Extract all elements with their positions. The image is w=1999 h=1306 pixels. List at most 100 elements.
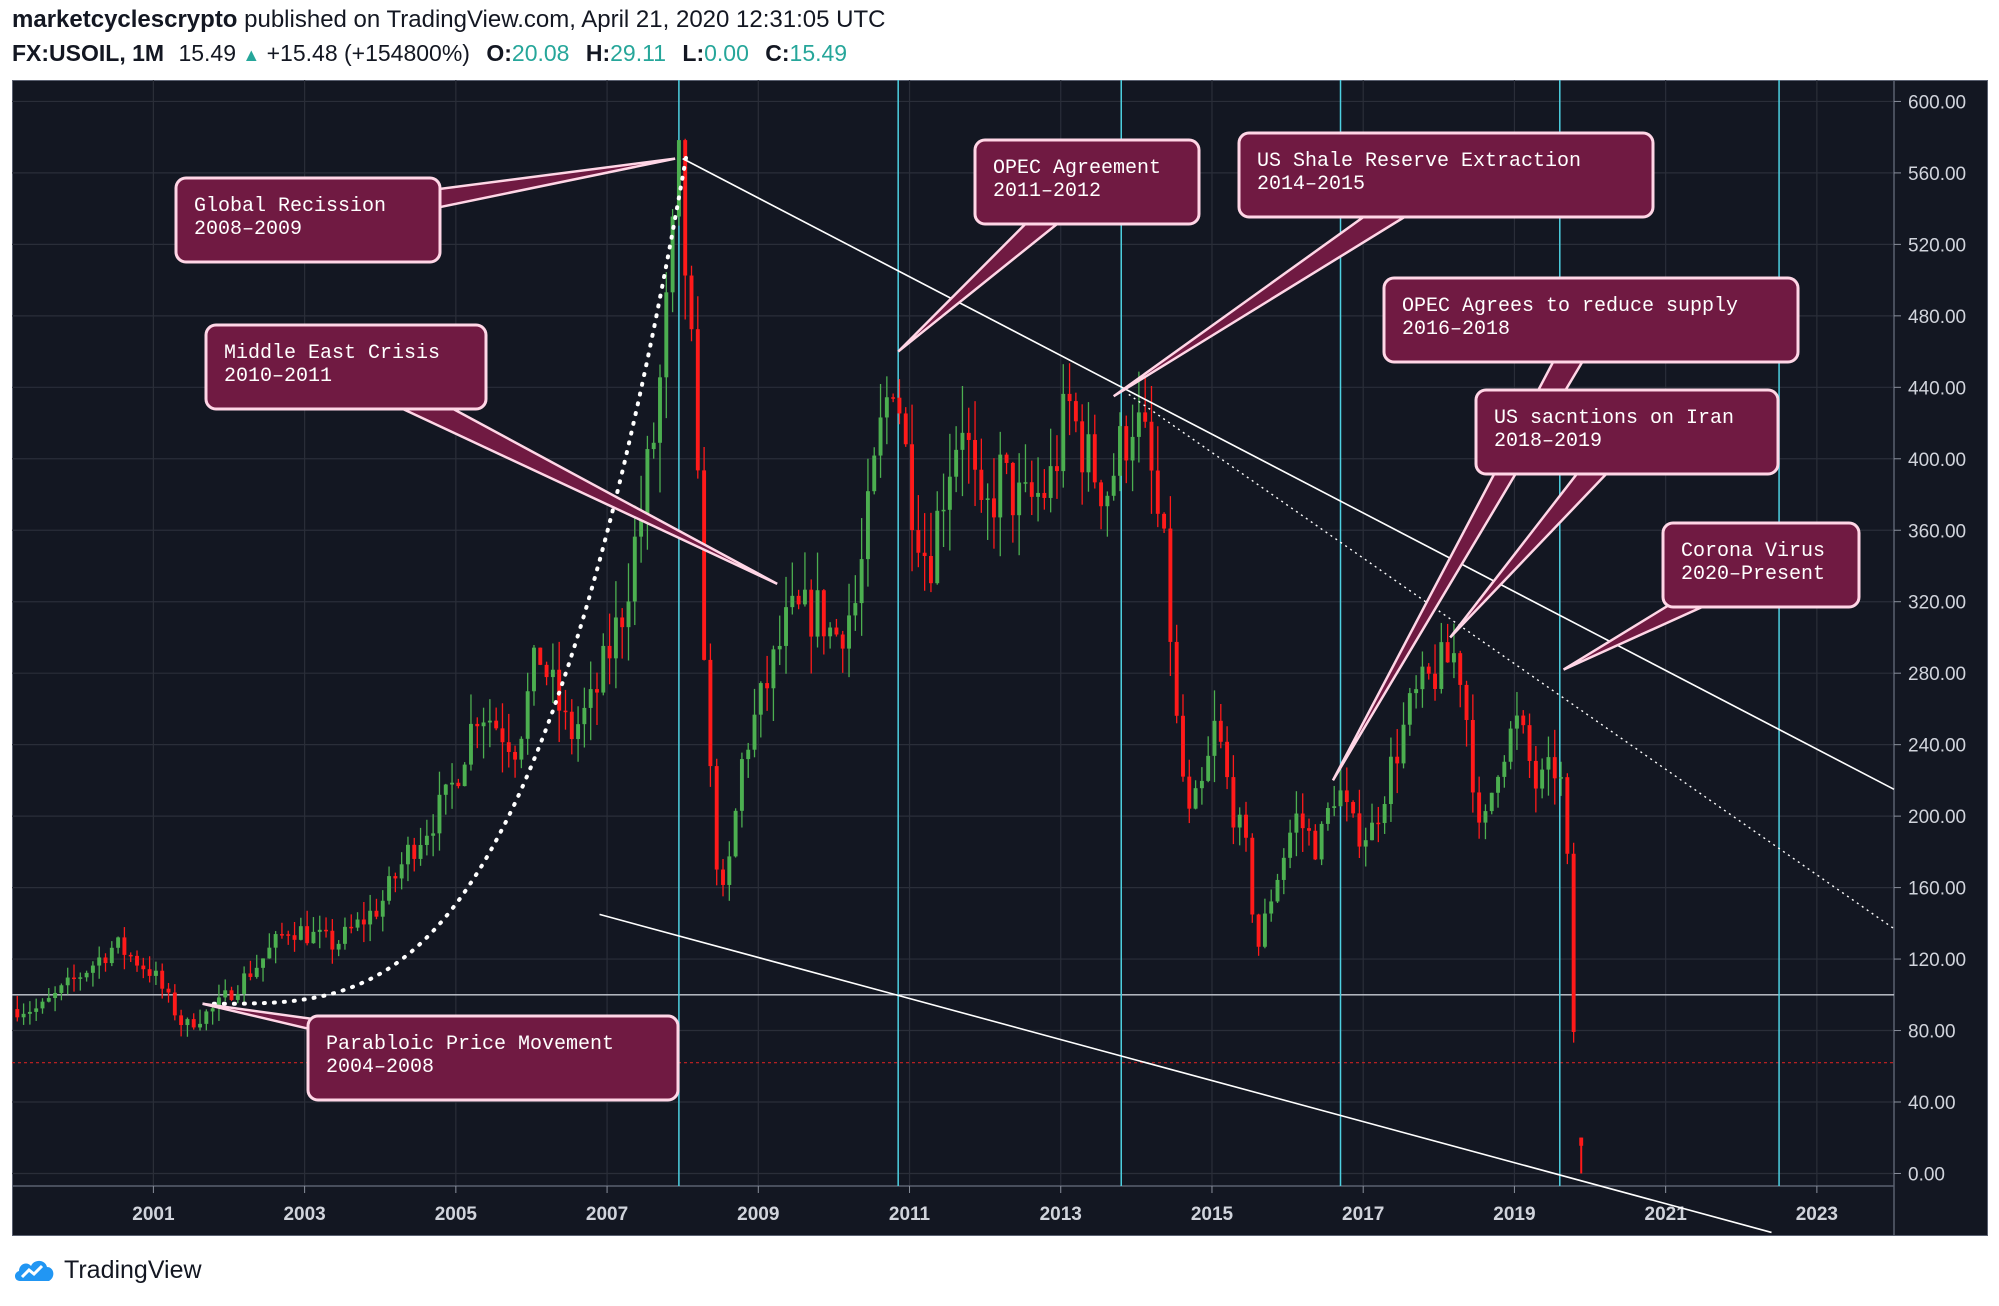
tradingview-cloud-icon xyxy=(14,1260,54,1281)
y-tick-label: 240.00 xyxy=(1908,736,1966,757)
low-label: L: xyxy=(682,40,705,66)
candle-body xyxy=(865,491,870,560)
candle-body xyxy=(1187,776,1192,809)
candle-body xyxy=(922,552,927,556)
x-tick-label: 2009 xyxy=(737,1204,779,1225)
candle-body xyxy=(771,649,776,689)
candle-body xyxy=(632,536,637,602)
callout-title: Middle East Crisis xyxy=(224,342,440,365)
candle-body xyxy=(1508,728,1513,762)
candle-body xyxy=(103,957,108,964)
candle-body xyxy=(1407,693,1412,725)
candle-body xyxy=(46,998,51,1002)
candle-body xyxy=(891,397,896,399)
candle-body xyxy=(979,469,984,500)
candle-body xyxy=(368,910,373,925)
callout-period: 2018–2019 xyxy=(1494,430,1602,453)
candle-body xyxy=(702,470,707,660)
callout-box xyxy=(1237,131,1655,219)
candle-body xyxy=(179,1015,184,1026)
x-tick-label: 2005 xyxy=(435,1204,478,1225)
candle-body xyxy=(727,856,732,885)
callout-period: 2011–2012 xyxy=(993,180,1101,203)
candle-body xyxy=(802,589,807,605)
candle-body xyxy=(72,977,76,980)
candle-body xyxy=(311,931,316,944)
last-price: 15.49 xyxy=(178,40,237,66)
candle-body xyxy=(601,645,606,693)
y-tick-label: 120.00 xyxy=(1908,950,1966,971)
candle-body xyxy=(248,973,253,977)
candle-body xyxy=(576,724,581,740)
candle-body xyxy=(1489,792,1494,812)
candle-body xyxy=(1552,757,1557,779)
high-label: H: xyxy=(585,40,611,66)
candle-body xyxy=(1395,756,1400,764)
candle-body xyxy=(1307,828,1311,831)
candle-body xyxy=(122,937,127,955)
author-name[interactable]: marketcyclescrypto xyxy=(12,6,238,33)
candle-body xyxy=(27,1011,32,1014)
candle-body xyxy=(355,919,360,928)
candle-body xyxy=(147,969,152,976)
candle-body xyxy=(78,977,83,979)
candle-body xyxy=(324,929,328,932)
candle-body xyxy=(198,1023,202,1028)
tradingview-brand[interactable]: TradingView xyxy=(64,1255,202,1284)
candle-body xyxy=(393,876,398,879)
candle-body xyxy=(733,810,738,857)
candle-body xyxy=(1281,857,1286,880)
candle-body xyxy=(1067,393,1072,402)
footer: TradingView xyxy=(12,1252,202,1288)
candle-body xyxy=(1042,492,1047,498)
up-triangle-icon: ▲ xyxy=(242,45,261,65)
candle-body xyxy=(1244,814,1248,838)
candle-body xyxy=(1540,769,1545,789)
candle-body xyxy=(954,449,959,477)
x-tick-label: 2015 xyxy=(1191,1204,1234,1225)
candle-body xyxy=(53,992,58,999)
candle-body xyxy=(437,794,442,834)
candle-body xyxy=(569,711,574,740)
candle-body xyxy=(191,1019,196,1028)
y-tick-label: 560.00 xyxy=(1908,164,1966,185)
candle-body xyxy=(1130,436,1135,461)
callout-title: US Shale Reserve Extraction xyxy=(1257,150,1581,173)
candle-body xyxy=(1004,454,1009,463)
candle-body xyxy=(872,455,877,492)
x-tick-label: 2001 xyxy=(132,1204,175,1225)
candle-body xyxy=(1514,715,1519,729)
candle-body xyxy=(878,417,883,456)
candle-body xyxy=(670,216,675,293)
candle-body xyxy=(1533,760,1538,789)
candle-body xyxy=(223,990,228,998)
candle-body xyxy=(525,691,530,739)
callout-title: OPEC Agrees to reduce supply xyxy=(1402,295,1738,318)
candle-body xyxy=(903,413,908,445)
candle-body xyxy=(1426,666,1431,674)
candle-body xyxy=(1199,780,1204,789)
trendlines xyxy=(211,153,1895,1234)
candle-body xyxy=(1174,641,1179,716)
candle-body xyxy=(859,559,864,604)
price-chart[interactable]: 0.00 40.00 80.00 120.00 160.00 200.00 240.00 28… xyxy=(12,80,1988,1236)
candle-body xyxy=(1527,725,1532,761)
candle-body xyxy=(172,992,177,1016)
candle-body xyxy=(336,943,341,950)
candle-body xyxy=(380,900,385,917)
candle-body xyxy=(563,710,568,713)
candle-body xyxy=(1445,642,1450,663)
candle-body xyxy=(97,957,102,966)
candle-body xyxy=(1502,761,1507,777)
candle-body xyxy=(1225,741,1230,778)
candle-body xyxy=(1269,901,1274,914)
trendline xyxy=(682,157,1895,791)
y-tick-label: 320.00 xyxy=(1908,593,1966,614)
candle-body xyxy=(1124,426,1129,461)
candle-body xyxy=(758,683,763,715)
candle-body xyxy=(1496,776,1500,793)
y-tick-label: 440.00 xyxy=(1908,378,1966,399)
